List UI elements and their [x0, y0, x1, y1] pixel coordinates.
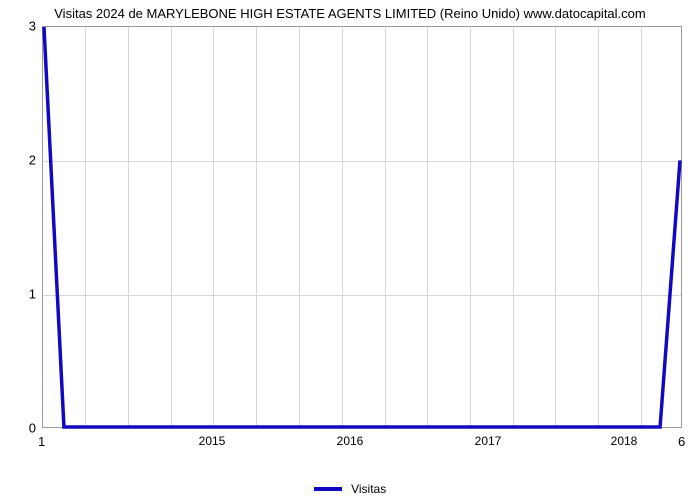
x-tick-label: 2015: [187, 434, 237, 448]
legend-label: Visitas: [351, 482, 386, 496]
chart-title: Visitas 2024 de MARYLEBONE HIGH ESTATE A…: [0, 6, 700, 21]
y-tick-label: 3: [8, 19, 36, 34]
line-series: [43, 27, 681, 427]
y-tick-label: 0: [8, 421, 36, 436]
x-start-label: 1: [38, 434, 45, 449]
x-tick-label: 2018: [599, 434, 649, 448]
x-tick-label: 2016: [325, 434, 375, 448]
legend: Visitas: [0, 481, 700, 496]
legend-swatch: [314, 487, 342, 491]
y-tick-label: 2: [8, 153, 36, 168]
x-tick-label: 2017: [463, 434, 513, 448]
x-end-label: 6: [678, 434, 685, 449]
plot-area: [42, 26, 682, 428]
y-tick-label: 1: [8, 287, 36, 302]
